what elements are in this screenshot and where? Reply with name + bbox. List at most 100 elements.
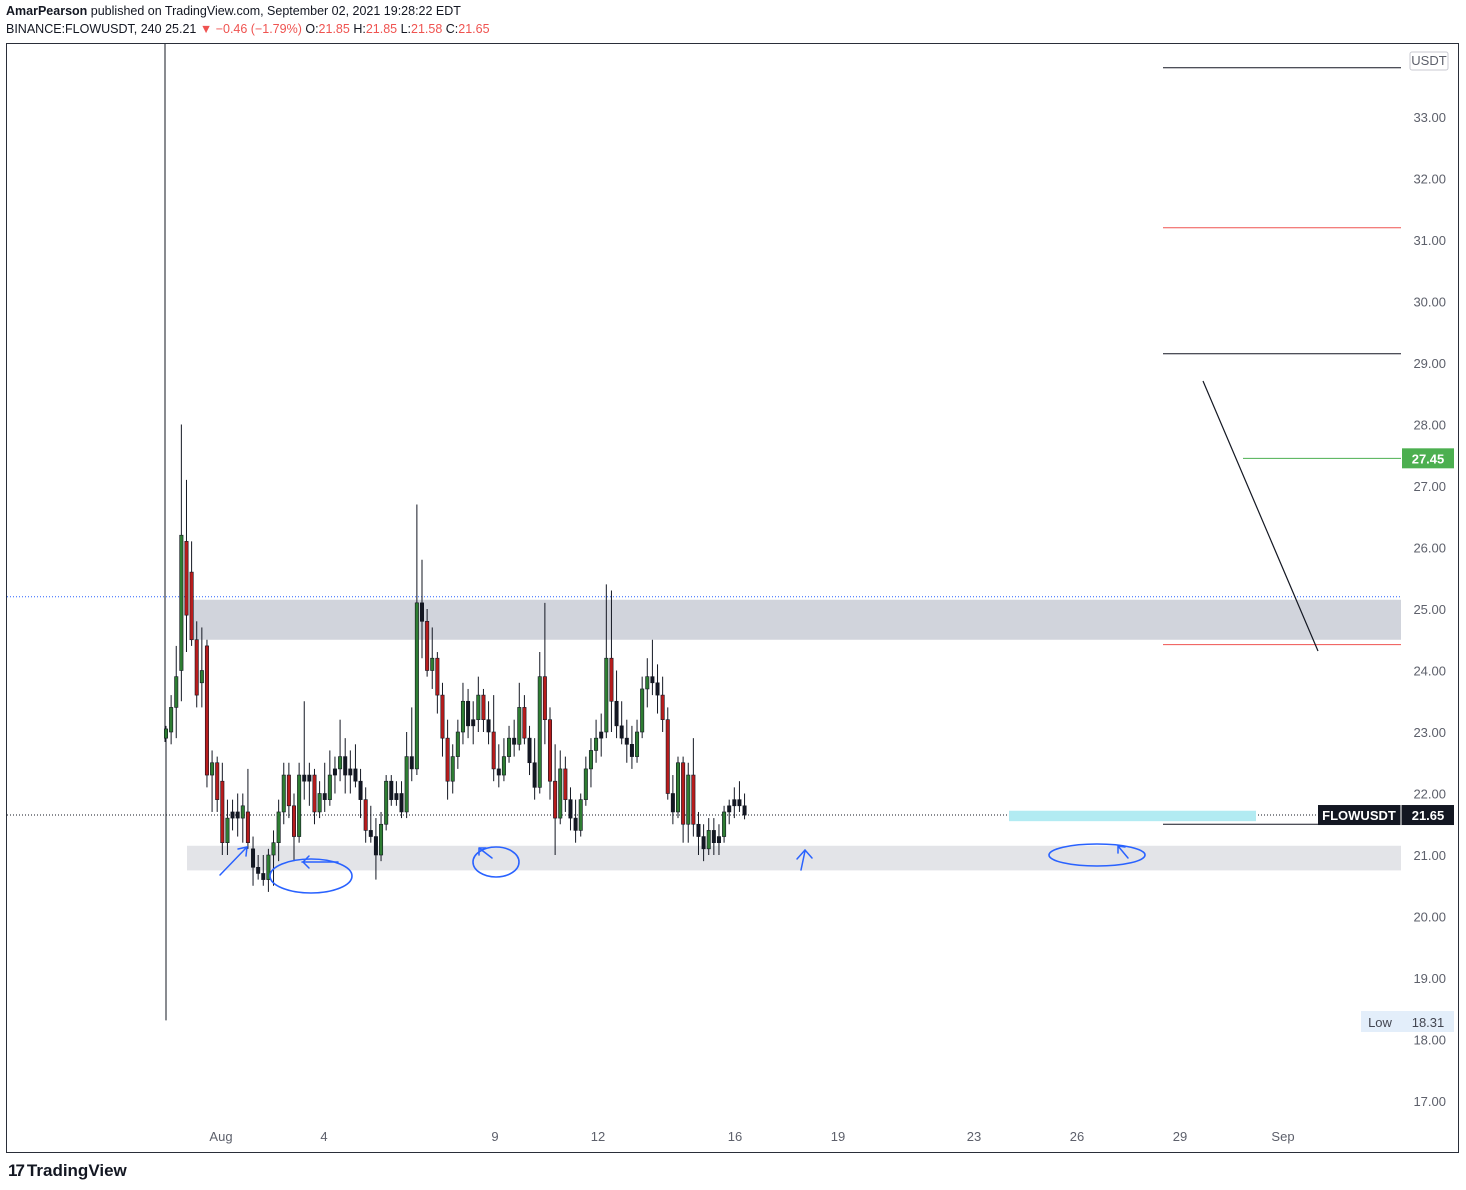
candle-body: [660, 694, 665, 720]
y-tick-label: 33.00: [1413, 110, 1446, 125]
candle-body: [624, 737, 629, 745]
candle-body: [164, 728, 169, 739]
price-label-box: [1318, 805, 1454, 826]
y-tick-label: 17.00: [1413, 1094, 1446, 1109]
y-tick-label: 23.00: [1413, 725, 1446, 740]
candle-body: [542, 676, 547, 721]
x-tick-label: 23: [967, 1129, 981, 1144]
candle-body: [419, 602, 424, 622]
candle-body: [665, 719, 670, 794]
candle-body: [558, 768, 563, 819]
candle-body: [399, 793, 404, 813]
close-label: C:: [445, 22, 459, 36]
candle-body: [204, 645, 209, 776]
candle-body: [670, 793, 675, 813]
candle-body: [599, 731, 604, 739]
candle-body: [281, 774, 286, 813]
footer-brand[interactable]: 17 TradingView: [8, 1161, 127, 1181]
y-tick-label: 28.00: [1413, 418, 1446, 433]
chart-frame[interactable]: [6, 43, 1459, 1153]
candle-body: [425, 620, 430, 671]
arrow-annotation-4: [796, 848, 813, 871]
candle-body: [179, 534, 184, 671]
candle-body: [619, 725, 624, 739]
candle-body: [507, 737, 512, 757]
published-text: published on TradingView.com, September …: [90, 4, 461, 18]
candle-body: [460, 700, 465, 733]
candle-body: [501, 756, 506, 776]
candle-body: [430, 657, 435, 671]
candle-body: [404, 756, 409, 813]
author-name[interactable]: AmarPearson: [6, 4, 88, 18]
candle-body: [394, 793, 399, 800]
x-tick-label: 12: [591, 1129, 605, 1144]
target-label-box: [1402, 448, 1454, 469]
candle-body: [471, 719, 476, 727]
candle-body: [210, 762, 215, 776]
candle-body: [547, 719, 552, 782]
candle-body: [696, 823, 701, 837]
candle-body: [604, 657, 609, 733]
x-tick-label: 19: [831, 1129, 845, 1144]
candle-body: [332, 768, 337, 776]
candle-body: [225, 817, 230, 843]
x-tick-label: 4: [320, 1129, 327, 1144]
candle-body: [256, 866, 261, 874]
x-tick-label: Sep: [1271, 1129, 1294, 1144]
candle-body: [445, 737, 450, 782]
arrow-annotation-3: [478, 847, 493, 859]
candle-body: [409, 756, 414, 770]
candle-body: [353, 768, 358, 782]
candle-body: [302, 774, 307, 782]
candle-body: [220, 780, 225, 844]
candle-body: [215, 762, 220, 800]
low-label: L:: [400, 22, 412, 36]
x-tick-label: 16: [728, 1129, 742, 1144]
candle-body: [307, 774, 312, 782]
candle-body: [348, 768, 353, 776]
y-tick-label: 18.00: [1413, 1033, 1446, 1048]
candle-body: [737, 799, 742, 807]
candle-body: [466, 700, 471, 727]
candle-body: [286, 774, 291, 807]
candle-body: [291, 805, 296, 837]
candle-body: [681, 762, 686, 825]
y-tick-label: 22.00: [1413, 787, 1446, 802]
candle-body: [532, 762, 537, 788]
target-label-value: 27.45: [1412, 451, 1445, 466]
last-price: 25.21: [165, 22, 197, 36]
candle-body: [389, 780, 394, 800]
arrow-annotation-5: [1117, 845, 1129, 859]
candle-body: [629, 743, 634, 757]
y-tick-label: 20.00: [1413, 910, 1446, 925]
y-tick-label: 25.00: [1413, 602, 1446, 617]
y-tick-label: 29.00: [1413, 356, 1446, 371]
candle-body: [691, 774, 696, 825]
candle-body: [327, 774, 332, 800]
candle-body: [476, 694, 481, 720]
candle-body: [368, 830, 373, 837]
candle-body: [261, 873, 266, 880]
brand-name: TradingView: [26, 1161, 127, 1180]
candle-body: [491, 731, 496, 770]
high-value: 21.85: [365, 22, 398, 36]
candle-body: [716, 836, 721, 843]
candle-body: [711, 830, 716, 844]
circle-annotation-2: [472, 846, 520, 878]
low-label-text: Low: [1368, 1015, 1392, 1030]
high-label: H:: [353, 22, 366, 36]
candle-body: [578, 799, 583, 831]
candle-body: [635, 731, 640, 757]
candle-body: [384, 780, 389, 825]
publish-info: AmarPearson published on TradingView.com…: [6, 4, 461, 18]
projection-line: [1202, 380, 1319, 652]
y-tick-label: 26.00: [1413, 541, 1446, 556]
y-tick-label: 27.00: [1413, 479, 1446, 494]
y-tick-label: 21.00: [1413, 848, 1446, 863]
candle-body: [594, 737, 599, 751]
candle-body: [194, 639, 199, 696]
candle-body: [169, 707, 174, 733]
candle-body: [230, 811, 235, 819]
x-tick-label: 29: [1173, 1129, 1187, 1144]
